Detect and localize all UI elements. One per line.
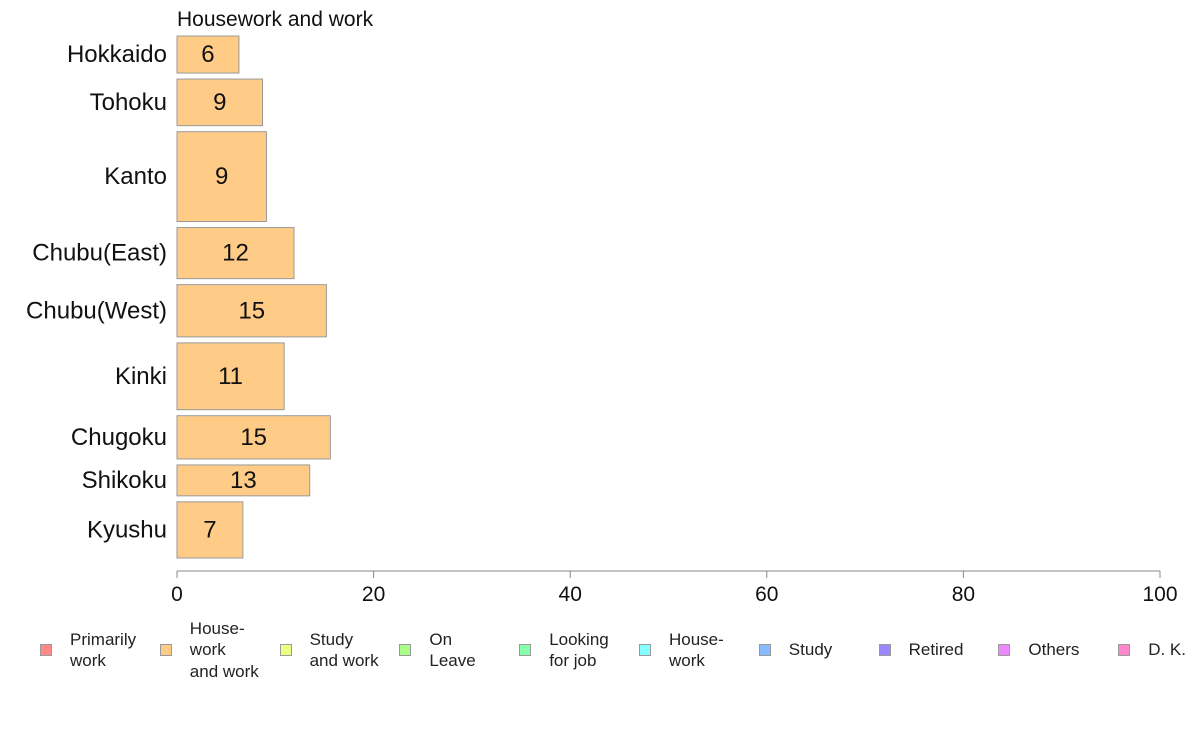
legend-swatch (399, 644, 412, 656)
legend-label: Primarily work (70, 629, 137, 671)
bar-tohoku (176, 78, 264, 127)
bar-chubu-east (176, 227, 295, 280)
x-axis: 0 20 40 60 80 100 (171, 570, 1178, 606)
bars-group: Hokkaido 6 Tohoku 9 Kanto 9 Chubu(East) 12 Chubu… (26, 35, 331, 559)
bar-value-label: 11 (218, 363, 243, 390)
category-label: Kanto (104, 163, 167, 190)
category-label: Kinki (115, 363, 167, 390)
bar-shikoku (176, 464, 311, 497)
x-tick-label: 0 (171, 583, 183, 606)
legend-label: Study and work (309, 629, 379, 671)
bar-chubu-west (176, 284, 327, 338)
bar-value-label: 6 (201, 41, 214, 68)
bar-kyushu (176, 501, 244, 559)
legend-swatch (159, 644, 172, 656)
x-tick-label: 20 (362, 583, 385, 606)
bar-chugoku (176, 415, 331, 460)
category-label: Chugoku (71, 424, 167, 451)
legend-label: D. K. (1148, 640, 1186, 660)
legend-swatch (40, 644, 52, 656)
category-label: Chubu(West) (26, 297, 167, 324)
x-tick-label: 80 (952, 583, 975, 606)
bar-value-label: 7 (203, 516, 216, 543)
bar-value-label: 9 (215, 163, 228, 190)
bar-value-label: 9 (213, 89, 226, 116)
legend-label: On Leave (429, 629, 476, 671)
x-tick-label: 100 (1142, 583, 1177, 606)
legend-label: Others (1028, 640, 1080, 660)
legend: Primarily work House- work and work Study … (0, 618, 1188, 690)
bar-kinki (176, 342, 285, 411)
legend-swatch (279, 644, 292, 656)
bar-value-label: 15 (238, 297, 265, 324)
category-label: Kyushu (87, 516, 167, 543)
category-label: Hokkaido (67, 41, 167, 68)
legend-label: Study (788, 640, 833, 660)
chart-title: Housework and work (177, 8, 374, 31)
legend-swatch (998, 644, 1011, 656)
legend-label: Retired (908, 640, 964, 660)
x-tick-label: 40 (559, 583, 582, 606)
legend-swatch (519, 644, 532, 656)
category-label: Chubu(East) (32, 240, 167, 267)
legend-swatch (1118, 644, 1131, 656)
bar-value-label: 12 (222, 240, 249, 267)
bar-value-label: 15 (240, 424, 267, 451)
legend-swatch (758, 644, 771, 656)
legend-swatch (639, 644, 651, 656)
legend-swatch (878, 644, 891, 656)
legend-label: Looking for job (549, 629, 609, 671)
bar-hokkaido (176, 35, 240, 74)
bar-chart: Housework and work Hokkaido 6 Tohoku 9 Kanto… (26, 8, 1178, 606)
bar-value-label: 13 (230, 467, 257, 494)
legend-label: House- work and work (189, 618, 259, 681)
category-label: Tohoku (90, 89, 167, 116)
bar-kanto (176, 131, 267, 223)
x-tick-label: 60 (755, 583, 778, 606)
category-label: Shikoku (82, 467, 167, 494)
legend-label: House- work (669, 629, 724, 671)
